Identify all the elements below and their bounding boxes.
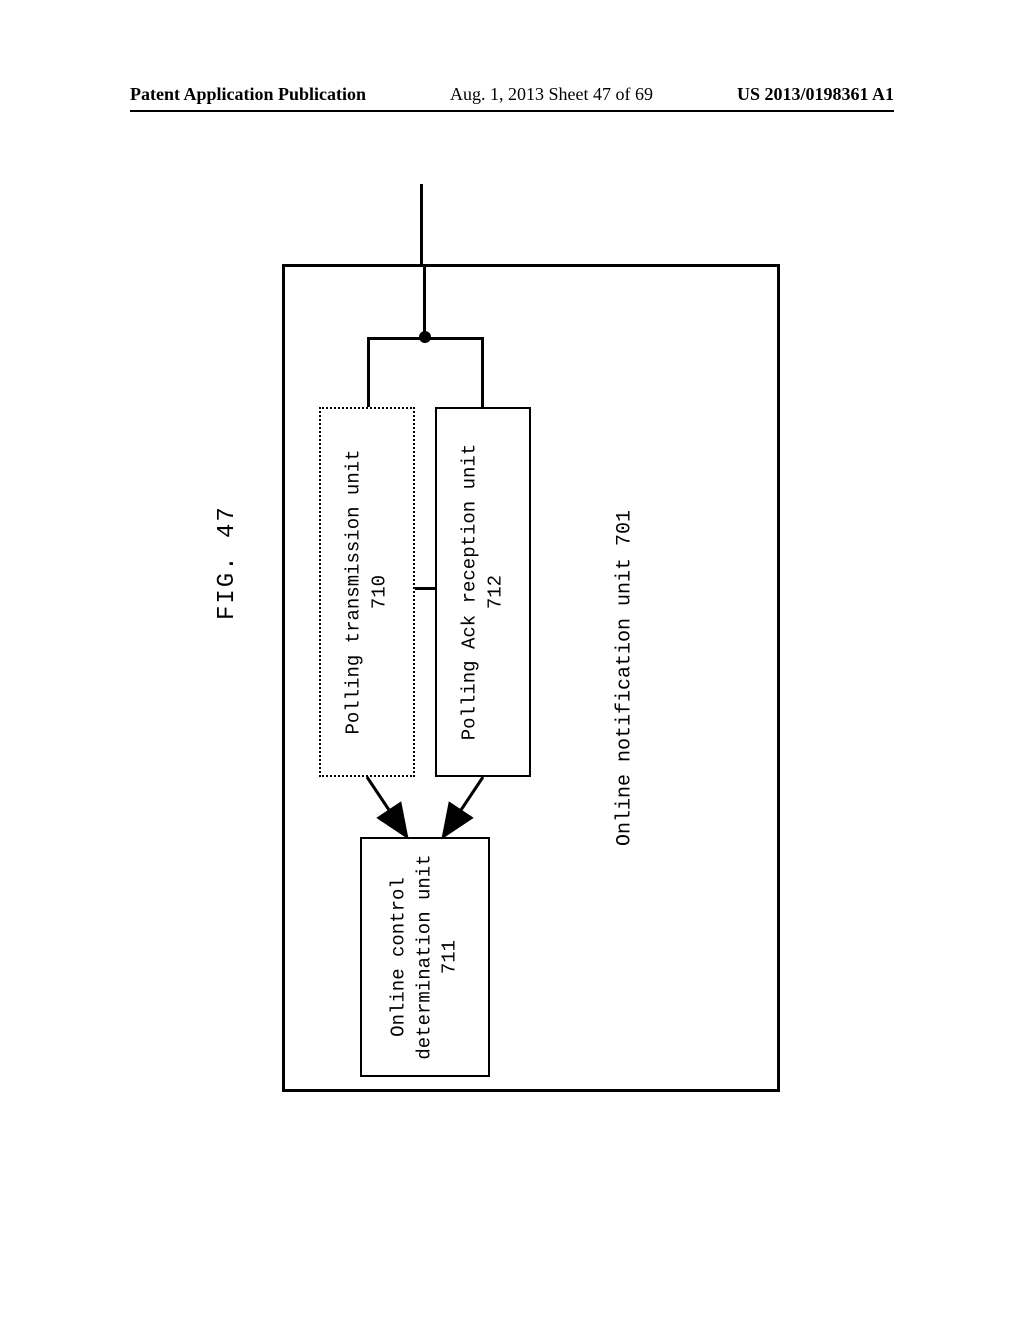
box-polling-transmission-label: Polling transmission unit 710 [341,449,392,734]
arrow-ack-to-det [443,777,483,837]
figure-label-text: FIG. 47 [214,505,241,620]
online-det-line1: Online control [388,877,410,1037]
page-header: Patent Application Publication Aug. 1, 2… [130,84,894,105]
box-polling-ack: Polling Ack reception unit 712 [435,407,531,777]
box-polling-transmission: Polling transmission unit 710 [319,407,415,777]
header-left: Patent Application Publication [130,84,366,105]
arrow-ptx-to-det [367,777,407,837]
polling-ack-text: Polling Ack reception unit [458,444,480,740]
header-rule [130,110,894,112]
connector-ptx-ack [415,587,435,590]
online-det-line2: determination unit [413,854,435,1059]
box-polling-ack-label: Polling Ack reception unit 712 [457,444,508,740]
header-right: US 2013/0198361 A1 [737,84,894,105]
figure-label: FIG. 47 [214,505,241,620]
box-online-determination-label: Online control determination unit 711 [387,854,464,1059]
online-det-num: 711 [439,940,461,974]
polling-tx-num: 710 [368,575,390,609]
box-online-determination: Online control determination unit 711 [360,837,490,1077]
external-lead [420,184,423,264]
entry-to-ack [481,337,484,407]
outer-container: Online notification unit 701 Polling tra… [282,264,780,1092]
page: Patent Application Publication Aug. 1, 2… [0,0,1024,1320]
polling-tx-text: Polling transmission unit [342,449,364,734]
header-center: Aug. 1, 2013 Sheet 47 of 69 [450,84,653,105]
polling-ack-num: 712 [484,575,506,609]
entry-vertical [367,337,370,407]
outer-container-label: Online notification unit 701 [613,504,636,852]
entry-stem [423,265,426,337]
